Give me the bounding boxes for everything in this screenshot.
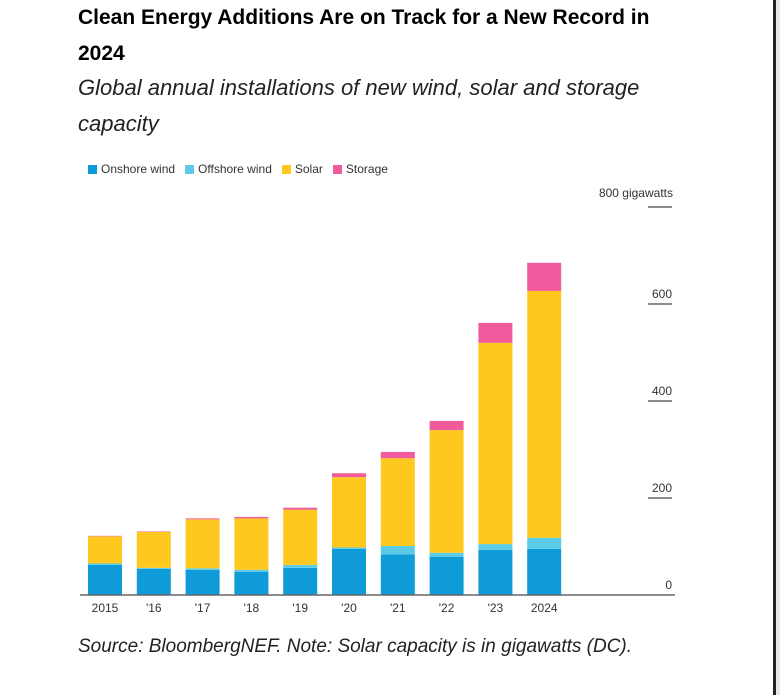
bar-segment-onshore-wind (332, 548, 366, 595)
bar-segment-solar (332, 477, 366, 548)
bar-segment-onshore-wind (429, 556, 464, 595)
bar-segment-onshore-wind (234, 571, 269, 595)
bar-segment-offshore-wind (234, 569, 269, 572)
y-tick-label: 0 (665, 578, 672, 592)
bar-segment-offshore-wind (185, 568, 220, 570)
x-tick-label: '23 (488, 601, 504, 615)
legend: Onshore wind Offshore wind Solar Storage (88, 162, 388, 176)
bar-segment-offshore-wind (283, 564, 318, 568)
x-tick-label: '16 (146, 601, 162, 615)
bar-segment-storage (478, 322, 513, 343)
bar-segment-solar (136, 531, 171, 568)
bar-segment-offshore-wind (429, 552, 464, 557)
x-tick-label: 2015 (92, 601, 119, 615)
y-tick-label: 600 (652, 287, 672, 301)
bar-segment-solar (380, 458, 415, 547)
bar-segment-storage (380, 451, 415, 459)
bar-segment-onshore-wind (478, 549, 513, 595)
x-tick-label: '21 (390, 601, 406, 615)
bar-segment-offshore-wind (332, 547, 366, 549)
bar-segment-storage (185, 518, 220, 520)
bar-segment-solar (527, 290, 562, 538)
bar-segment-solar (234, 518, 269, 570)
legend-swatch (332, 164, 342, 174)
legend-item: Offshore wind (185, 162, 272, 176)
legend-swatch (281, 164, 291, 174)
x-tick-label: '20 (341, 601, 357, 615)
bar-segment-solar (283, 509, 318, 565)
x-tick-label: '17 (195, 601, 211, 615)
legend-label: Storage (345, 162, 388, 176)
source-note: Source: BloombergNEF. Note: Solar capaci… (78, 636, 633, 657)
bar-segment-offshore-wind (136, 567, 171, 569)
y-axis-unit-label: 800 gigawatts (598, 186, 673, 200)
bar-segment-onshore-wind (136, 568, 171, 595)
bar-segment-storage (332, 473, 366, 478)
bar-segment-offshore-wind (88, 563, 122, 565)
bar-segment-onshore-wind (380, 554, 415, 595)
bar-segment-solar (88, 536, 122, 564)
bar-segment-storage (234, 516, 269, 519)
x-tick-label: '22 (439, 601, 455, 615)
legend-item: Solar (281, 162, 323, 176)
legend-item: Onshore wind (88, 162, 175, 176)
bar-segment-onshore-wind (185, 569, 220, 595)
bar-segment-onshore-wind (283, 567, 318, 595)
legend-label: Offshore wind (198, 162, 272, 176)
bar-segment-storage (283, 507, 318, 510)
bar-segment-offshore-wind (527, 537, 562, 549)
x-tick-label: 2024 (531, 601, 558, 615)
bar-segment-storage (429, 420, 464, 431)
x-tick-label: '18 (244, 601, 260, 615)
y-tick-label: 200 (652, 481, 672, 495)
y-tick-label: 400 (652, 384, 672, 398)
legend-label: Solar (294, 162, 323, 176)
bar-segment-onshore-wind (88, 564, 122, 595)
window-border (773, 0, 776, 695)
legend-item: Storage (332, 162, 388, 176)
bar-segment-solar (478, 342, 513, 545)
x-tick-label: '19 (292, 601, 308, 615)
bar-segment-solar (185, 519, 220, 569)
bar-segment-offshore-wind (478, 544, 513, 550)
bar-segment-solar (429, 430, 464, 553)
bar-segment-storage (527, 262, 562, 291)
legend-swatch (185, 164, 195, 174)
chart-title: Clean Energy Additions Are on Track for … (78, 6, 650, 65)
legend-label: Onshore wind (101, 162, 176, 176)
bar-segment-onshore-wind (527, 548, 562, 595)
chart-subtitle: Global annual installations of new wind,… (78, 75, 640, 136)
legend-swatch (88, 164, 97, 174)
bar-segment-offshore-wind (380, 546, 415, 555)
window-border-shade (776, 0, 780, 695)
